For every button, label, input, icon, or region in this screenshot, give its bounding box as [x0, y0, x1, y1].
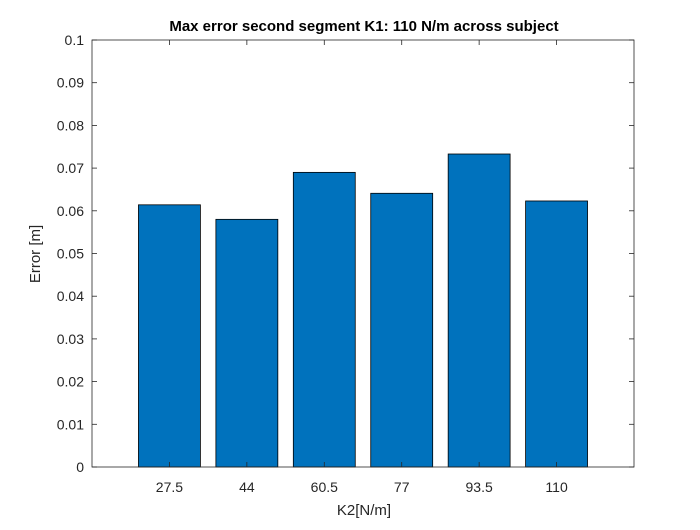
y-tick-label-0.02: 0.02	[57, 374, 84, 390]
x-tick-label-60.5: 60.5	[311, 479, 338, 495]
y-tick-label-0.08: 0.08	[57, 117, 84, 133]
bar-93.5	[447, 153, 511, 468]
x-tick-label-93.5: 93.5	[466, 479, 493, 495]
y-tick-label-0.07: 0.07	[57, 160, 84, 176]
y-tick-label-0.06: 0.06	[57, 203, 84, 219]
bar-110	[525, 200, 588, 468]
x-tick-label-110: 110	[545, 479, 568, 495]
y-axis-title: Error [m]	[27, 225, 44, 283]
y-tick-label-0.01: 0.01	[57, 416, 84, 432]
bar-44	[215, 218, 279, 468]
y-tick-label-0: 0	[76, 459, 84, 475]
bar-77	[370, 192, 434, 468]
x-tick-label-77: 77	[394, 479, 410, 495]
chart-title: Max error second segment K1: 110 N/m acr…	[169, 18, 558, 35]
bar-60.5	[292, 171, 356, 468]
x-tick-label-44: 44	[239, 479, 255, 495]
y-tick-label-0.03: 0.03	[57, 331, 84, 347]
y-tick-label-0.04: 0.04	[57, 288, 84, 304]
x-tick-label-27.5: 27.5	[156, 479, 183, 495]
y-tick-label-0.1: 0.1	[65, 32, 85, 48]
bar-27.5	[138, 204, 201, 468]
plot-area: 0 0.01 0.02 0.03 0.04 0.05 0.06 0.07 0.08 0.09 0.1…	[57, 32, 635, 495]
x-axis-title: K2[N/m]	[337, 502, 391, 519]
y-tick-label-0.05: 0.05	[57, 246, 84, 262]
y-tick-label-0.09: 0.09	[57, 75, 84, 91]
